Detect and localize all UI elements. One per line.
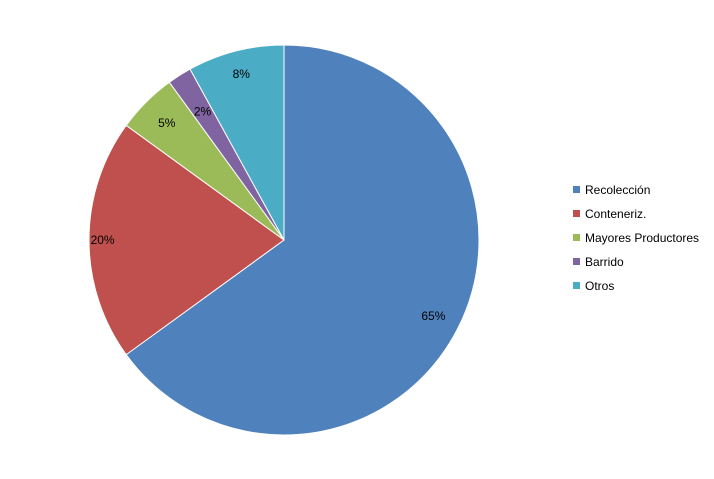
legend: Recolección Conteneriz. Mayores Productore… <box>573 183 699 293</box>
pie-slice <box>88 124 285 356</box>
legend-swatch <box>573 186 580 193</box>
slice-percent-label: 8% <box>233 67 251 81</box>
slice-percent-label: 65% <box>421 309 445 323</box>
legend-label: Recolección <box>585 183 650 197</box>
legend-label: Mayores Productores <box>585 231 699 245</box>
legend-swatch <box>573 210 580 217</box>
legend-label: Conteneriz. <box>585 207 646 221</box>
legend-label: Barrido <box>585 255 624 269</box>
legend-swatch <box>573 258 580 265</box>
legend-swatch <box>573 282 580 289</box>
pie-slices <box>88 44 480 436</box>
legend-swatch <box>573 234 580 241</box>
pie-slice <box>189 44 285 241</box>
slice-percent-label: 20% <box>91 233 115 247</box>
slice-percent-label: 5% <box>158 116 176 130</box>
slice-labels: 65% 20% 5% 2% 8% <box>91 67 446 323</box>
legend-label: Otros <box>585 279 614 293</box>
slice-percent-label: 2% <box>194 105 212 119</box>
pie-slice <box>125 44 480 436</box>
